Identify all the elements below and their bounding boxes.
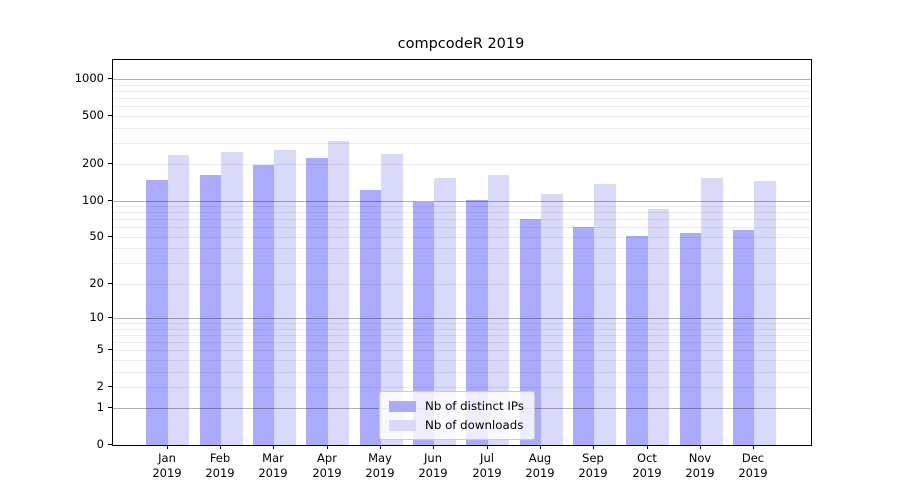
bar-distinct-ips-apr [306,157,328,445]
bar-downloads-aug [541,194,563,445]
bar-distinct-ips-aug [519,218,541,445]
y-tick-label-100: 100 [82,193,104,207]
x-tick-label-dec: Dec 2019 [738,451,768,480]
x-tick-label-jan: Jan 2019 [152,451,182,480]
x-tick-label-mar: Mar 2019 [258,451,288,480]
bar-downloads-mar [274,150,296,445]
x-tick-label-feb: Feb 2019 [205,451,235,480]
bar-downloads-oct [647,209,670,445]
x-tick-label-jun: Jun 2019 [418,451,448,480]
legend-item-downloads: Nb of downloads [389,418,524,432]
y-tick-label-5: 5 [96,342,104,356]
legend-label-downloads: Nb of downloads [425,418,524,432]
x-tick-label-jul: Jul 2019 [472,451,502,480]
y-tick-label-50: 50 [89,229,104,243]
bar-distinct-ips-jan [146,179,168,445]
bar-downloads-sep [594,183,616,445]
bar-distinct-ips-feb [199,175,222,445]
bar-distinct-ips-jun [412,202,435,445]
bar-downloads-dec [754,181,776,445]
bar-downloads-jun [434,178,456,445]
chart-title: compcodeR 2019 [397,36,525,52]
y-tick-label-500: 500 [82,108,104,122]
legend-item-distinct-ips: Nb of distinct IPs [389,399,524,413]
legend-swatch-downloads [389,419,416,431]
x-tick-label-may: May 2019 [365,451,395,480]
legend-label-distinct-ips: Nb of distinct IPs [425,399,524,413]
y-tick-label-200: 200 [82,156,104,170]
bar-distinct-ips-sep [572,226,595,445]
bar-downloads-nov [701,178,723,445]
bars-layer [113,60,811,445]
bar-downloads-jul [487,175,510,445]
bar-distinct-ips-oct [626,235,648,445]
bar-downloads-may [381,153,403,445]
x-tick-label-oct: Oct 2019 [632,451,662,480]
y-tick-label-20: 20 [89,276,104,290]
bar-distinct-ips-nov [679,232,701,445]
bar-distinct-ips-may [359,190,382,445]
bar-downloads-feb [221,151,243,445]
bar-downloads-apr [327,140,350,445]
legend-swatch-distinct-ips [389,400,416,412]
legend: Nb of distinct IPs Nb of downloads [379,391,535,440]
x-tick-label-nov: Nov 2019 [685,451,715,480]
x-tick-label-sep: Sep 2019 [578,451,608,480]
x-tick-label-apr: Apr 2019 [312,451,342,480]
x-tick-label-aug: Aug 2019 [525,451,555,480]
y-tick-label-1: 1 [96,400,104,414]
plot-area: Nb of distinct IPs Nb of downloads [112,59,812,446]
bar-distinct-ips-mar [252,165,275,445]
bar-downloads-jan [167,155,190,445]
y-tick-label-1000: 1000 [74,71,104,85]
bar-distinct-ips-jul [466,199,488,445]
y-tick-label-0: 0 [96,437,104,451]
y-tick-label-10: 10 [89,310,104,324]
y-tick-label-2: 2 [96,379,104,393]
bar-distinct-ips-dec [732,230,755,445]
